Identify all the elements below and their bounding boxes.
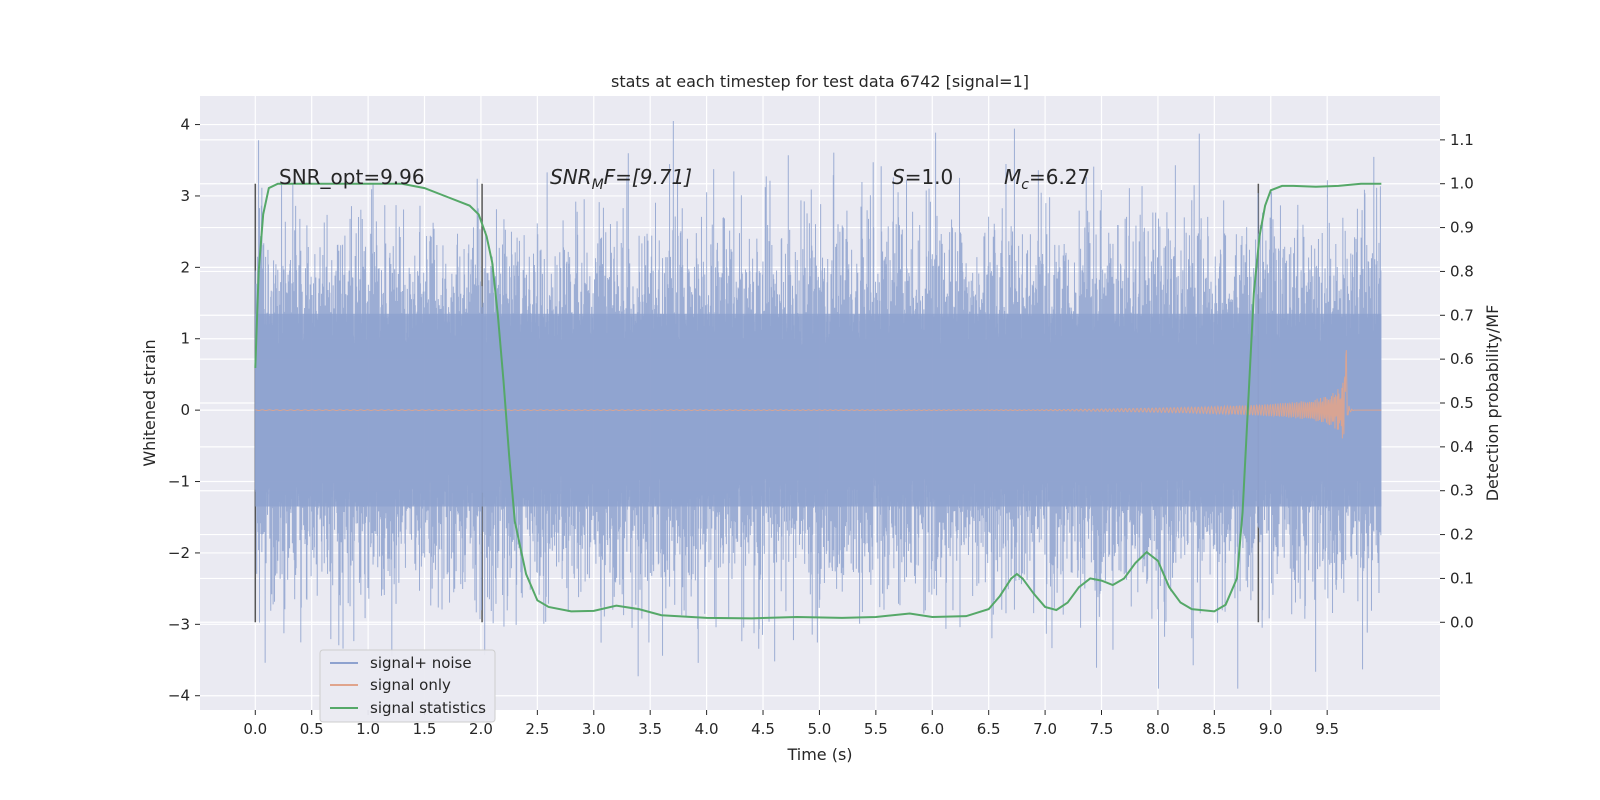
legend-box bbox=[319, 649, 496, 723]
x-tick-label-6: 3.0 bbox=[582, 720, 606, 738]
x-tick-label-17: 8.5 bbox=[1202, 720, 1226, 738]
y2-tick-label-11: 0.0 bbox=[1450, 613, 1474, 631]
annotation-mc-var: M bbox=[1004, 165, 1021, 189]
x-tick-label-19: 9.5 bbox=[1315, 720, 1339, 738]
x-axis-label: Time (s) bbox=[786, 745, 852, 764]
x-tick-label-13: 6.5 bbox=[977, 720, 1001, 738]
y-tick-label-3: 1 bbox=[180, 330, 190, 348]
annotation-snr-mf-base: SNR bbox=[550, 165, 592, 189]
y2-tick-label-10: 0.1 bbox=[1450, 569, 1474, 587]
legend-label-signal: signal only bbox=[370, 676, 451, 694]
legend-label-noise: signal+ noise bbox=[370, 654, 472, 672]
signal-only-line bbox=[255, 350, 1382, 439]
x-tick-label-12: 6.0 bbox=[920, 720, 944, 738]
y-tick-label-2: 2 bbox=[180, 258, 190, 276]
annotation-s-var: S bbox=[892, 165, 905, 189]
y2-tick-label-2: 0.9 bbox=[1450, 219, 1474, 237]
annotation-mc: Mc=6.27 bbox=[1004, 165, 1090, 193]
legend: signal+ noise signal only signal statist… bbox=[319, 649, 496, 723]
annotation-snr-opt: SNR_opt=9.96 bbox=[279, 165, 425, 189]
x-tick-label-11: 5.5 bbox=[864, 720, 888, 738]
x-tick-label-2: 1.0 bbox=[356, 720, 380, 738]
y2-tick-label-9: 0.2 bbox=[1450, 526, 1474, 544]
annotation-snr-mf-rest: F=[9.71] bbox=[604, 165, 692, 189]
x-tick-label-8: 4.0 bbox=[695, 720, 719, 738]
noise-spikes bbox=[254, 121, 1382, 689]
y2-tick-label-0: 1.1 bbox=[1450, 131, 1474, 149]
x-tick-label-3: 1.5 bbox=[413, 720, 437, 738]
y-tick-label-1: 3 bbox=[180, 187, 190, 205]
series-signal-statistics bbox=[254, 182, 1382, 620]
x-tick-label-4: 2.0 bbox=[469, 720, 493, 738]
x-tick-label-1: 0.5 bbox=[300, 720, 324, 738]
annotation-mc-sub: c bbox=[1021, 177, 1029, 193]
y2-tick-label-7: 0.4 bbox=[1450, 438, 1474, 456]
x-tick-label-7: 3.5 bbox=[638, 720, 662, 738]
x-tick-label-9: 4.5 bbox=[751, 720, 775, 738]
y2-tick-label-4: 0.7 bbox=[1450, 306, 1474, 324]
series-signal-only bbox=[255, 350, 1382, 439]
x-tick-label-0: 0.0 bbox=[243, 720, 267, 738]
y-tick-label-6: −2 bbox=[168, 544, 190, 562]
y2-axis-label: Detection probability/MF bbox=[1483, 305, 1502, 502]
annotation-snr-mf-sub: M bbox=[592, 177, 604, 193]
x-tick-label-15: 7.5 bbox=[1090, 720, 1114, 738]
y-tick-label-4: 0 bbox=[180, 401, 190, 419]
y-tick-label-0: 4 bbox=[180, 116, 190, 134]
x-tick-label-5: 2.5 bbox=[525, 720, 549, 738]
y2-tick-label-5: 0.6 bbox=[1450, 350, 1474, 368]
annotation-s: S=1.0 bbox=[892, 165, 953, 189]
annotation-snr-mf: SNRMF=[9.71] bbox=[550, 165, 692, 193]
x-tick-label-10: 5.0 bbox=[808, 720, 832, 738]
y-axis-label: Whitened strain bbox=[140, 339, 159, 466]
annotation-mc-rest: =6.27 bbox=[1029, 165, 1090, 189]
chart-title: stats at each timestep for test data 674… bbox=[611, 72, 1029, 91]
y2-tick-label-8: 0.3 bbox=[1450, 482, 1474, 500]
y-tick-label-7: −3 bbox=[168, 615, 190, 633]
legend-label-stats: signal statistics bbox=[370, 699, 486, 717]
x-tick-label-14: 7.0 bbox=[1033, 720, 1057, 738]
y-tick-label-8: −4 bbox=[168, 687, 190, 705]
x-tick-label-18: 9.0 bbox=[1259, 720, 1283, 738]
signal-statistics-line bbox=[254, 182, 1382, 620]
y2-tick-label-6: 0.5 bbox=[1450, 394, 1474, 412]
y2-tick-label-3: 0.8 bbox=[1450, 262, 1474, 280]
y-tick-label-5: −1 bbox=[168, 473, 190, 491]
ticks: 0.0 0.5 1.0 1.5 2.0 2.5 3.0 3.5 4.0 4.5 5.0 5.5 6.0 6… bbox=[168, 116, 1474, 738]
annotation-s-rest: =1.0 bbox=[905, 165, 954, 189]
y2-tick-label-1: 1.0 bbox=[1450, 175, 1474, 193]
x-tick-label-16: 8.0 bbox=[1146, 720, 1170, 738]
